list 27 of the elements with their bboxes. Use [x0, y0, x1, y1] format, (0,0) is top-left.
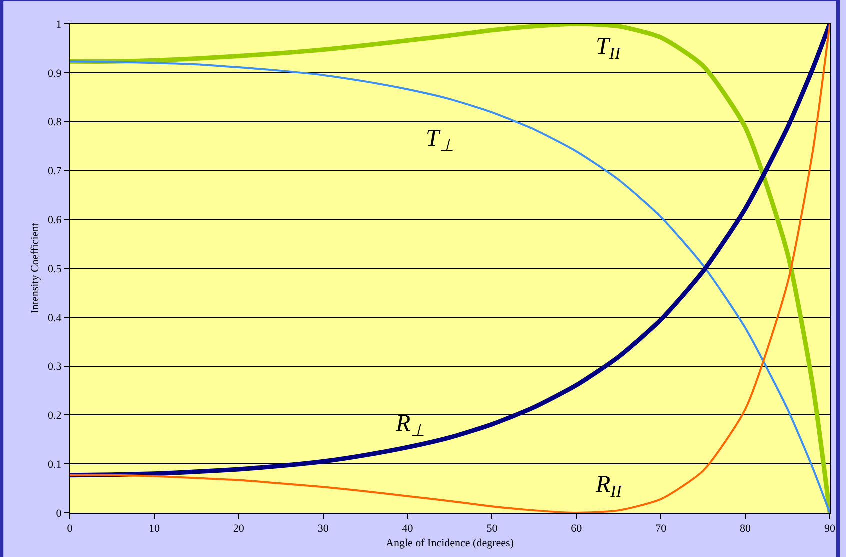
y-tick-label: 0.7 [48, 166, 62, 178]
x-tick-label: 0 [67, 523, 74, 536]
x-tick-label: 90 [824, 523, 836, 536]
x-tick-label: 80 [740, 523, 752, 536]
y-tick-label: 0.1 [48, 458, 62, 471]
x-axis-title: Angle of Incidence (degrees) [386, 537, 514, 550]
y-tick-label: 0.3 [48, 361, 62, 374]
y-tick-label: 0.4 [48, 312, 62, 324]
x-tick-label: 20 [233, 523, 245, 536]
y-tick-label: 0.5 [48, 263, 62, 276]
x-tick-label: 10 [148, 523, 160, 536]
y-tick-label: 0 [56, 508, 62, 520]
x-tick-label: 30 [318, 523, 330, 536]
x-tick-label: 40 [402, 523, 414, 536]
x-tick-label: 60 [571, 523, 583, 536]
y-tick-label: 0.6 [48, 214, 62, 226]
series-label: T$_{⊥}$ [426, 126, 454, 156]
y-tick-label: 1 [56, 18, 62, 31]
series-label: R$_{⊥}$ [395, 411, 426, 440]
y-tick-label: 0.9 [48, 68, 62, 80]
y-tick-label: 0.8 [48, 116, 62, 129]
series-label: R$_{II}$ [595, 472, 624, 502]
series-label: T$_{II}$ [596, 34, 622, 64]
x-tick-label: 50 [486, 523, 498, 536]
y-tick-label: 0.2 [48, 410, 62, 422]
x-tick-label: 70 [656, 523, 668, 536]
y-axis-title: Intensity Coefficient [30, 223, 42, 314]
